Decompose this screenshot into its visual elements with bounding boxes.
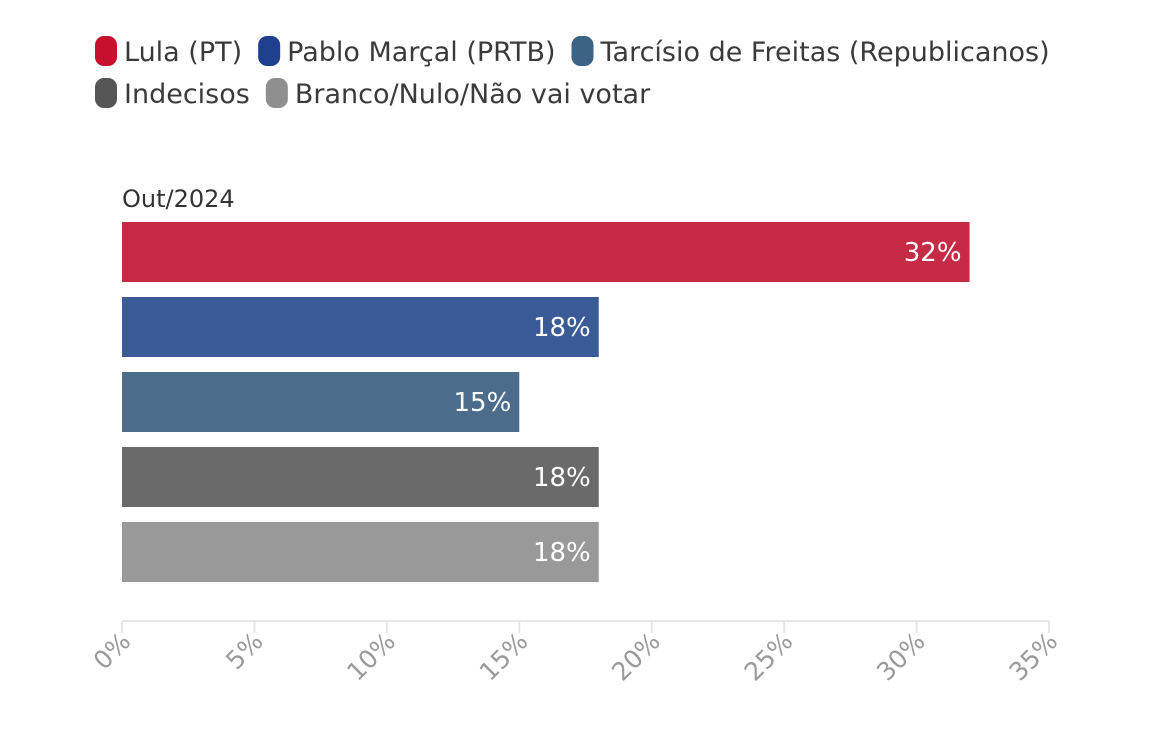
bar-tarcisio (122, 372, 520, 432)
x-tick-label: 25% (739, 627, 799, 687)
bar-lula (122, 222, 970, 282)
legend-swatch (265, 78, 288, 108)
legend-swatch (95, 36, 117, 66)
legend-item-tarcisio[interactable]: Tarcísio de Freitas (Republicanos) (571, 36, 1050, 68)
bar-value-label: 32% (904, 238, 962, 268)
legend-label: Tarcísio de Freitas (Republicanos) (600, 37, 1050, 68)
legend-swatch (258, 36, 281, 66)
bars: 32% 18% 15% 18% 18% (122, 222, 970, 582)
bar-pablo-marcal (122, 297, 599, 357)
bar-value-label: 18% (533, 538, 591, 568)
x-tick-label: 30% (871, 627, 931, 687)
bar-indecisos (122, 447, 599, 507)
legend-swatch (571, 36, 594, 66)
bar-branco-nulo (122, 522, 599, 582)
x-tick-label: 35% (1003, 627, 1063, 687)
legend-label: Branco/Nulo/Não vai votar (295, 79, 651, 110)
legend-label: Pablo Marçal (PRTB) (287, 37, 555, 68)
legend: Lula (PT) Pablo Marçal (PRTB) Tarcísio de … (95, 36, 1050, 110)
legend-item-lula[interactable]: Lula (PT) (95, 36, 242, 68)
x-axis: 0% 5% 10% 15% 20% 25% 30% 35% (88, 620, 1063, 687)
bar-value-label: 18% (533, 463, 591, 493)
x-tick-label: 10% (341, 627, 401, 687)
bar-value-label: 15% (453, 388, 511, 418)
legend-label: Lula (PT) (124, 37, 242, 68)
legend-item-indecisos[interactable]: Indecisos (95, 78, 250, 110)
x-tick-label: 5% (220, 627, 269, 676)
legend-item-pablo-marcal[interactable]: Pablo Marçal (PRTB) (258, 36, 556, 68)
x-tick-label: 0% (88, 627, 137, 676)
group-label: Out/2024 (122, 185, 235, 213)
legend-label: Indecisos (124, 79, 250, 110)
legend-swatch (95, 78, 117, 108)
x-tick-label: 20% (606, 627, 666, 687)
x-tick-label: 15% (474, 627, 534, 687)
bar-value-label: 18% (533, 313, 591, 343)
legend-item-branco-nulo[interactable]: Branco/Nulo/Não vai votar (265, 78, 651, 110)
